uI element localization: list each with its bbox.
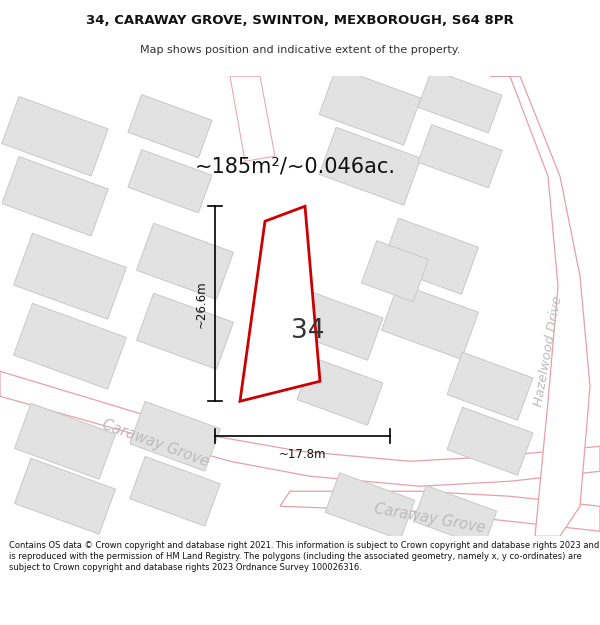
Polygon shape — [418, 69, 502, 133]
Polygon shape — [14, 403, 115, 479]
Polygon shape — [319, 127, 421, 205]
Polygon shape — [490, 76, 590, 536]
Polygon shape — [447, 352, 533, 420]
Polygon shape — [361, 241, 428, 302]
Polygon shape — [382, 218, 478, 294]
Polygon shape — [418, 124, 502, 188]
Text: Map shows position and indicative extent of the property.: Map shows position and indicative extent… — [140, 44, 460, 54]
Polygon shape — [413, 486, 497, 547]
Polygon shape — [447, 408, 533, 475]
Polygon shape — [137, 223, 233, 299]
Text: ~17.8m: ~17.8m — [279, 448, 326, 461]
Polygon shape — [297, 357, 383, 425]
Polygon shape — [280, 491, 600, 531]
Polygon shape — [325, 473, 415, 539]
Polygon shape — [130, 456, 220, 526]
Text: 34: 34 — [291, 318, 325, 344]
Polygon shape — [240, 206, 320, 401]
Text: Hazelwood Drive: Hazelwood Drive — [532, 295, 564, 408]
Polygon shape — [14, 458, 115, 534]
Polygon shape — [130, 401, 220, 471]
Polygon shape — [0, 371, 600, 486]
Text: Caraway Grove: Caraway Grove — [100, 417, 211, 469]
Polygon shape — [137, 293, 233, 369]
Polygon shape — [128, 149, 212, 213]
Polygon shape — [14, 233, 127, 319]
Polygon shape — [128, 94, 212, 158]
Text: ~185m²/~0.046ac.: ~185m²/~0.046ac. — [194, 156, 395, 176]
Text: Caraway Grove: Caraway Grove — [373, 501, 487, 536]
Polygon shape — [2, 96, 108, 176]
Polygon shape — [230, 76, 275, 161]
Polygon shape — [2, 156, 108, 236]
Polygon shape — [297, 292, 383, 360]
Text: 34, CARAWAY GROVE, SWINTON, MEXBOROUGH, S64 8PR: 34, CARAWAY GROVE, SWINTON, MEXBOROUGH, … — [86, 14, 514, 28]
Text: ~26.6m: ~26.6m — [194, 280, 208, 328]
Polygon shape — [319, 68, 421, 145]
Text: Contains OS data © Crown copyright and database right 2021. This information is : Contains OS data © Crown copyright and d… — [9, 541, 599, 572]
Polygon shape — [382, 283, 478, 359]
Polygon shape — [14, 303, 127, 389]
